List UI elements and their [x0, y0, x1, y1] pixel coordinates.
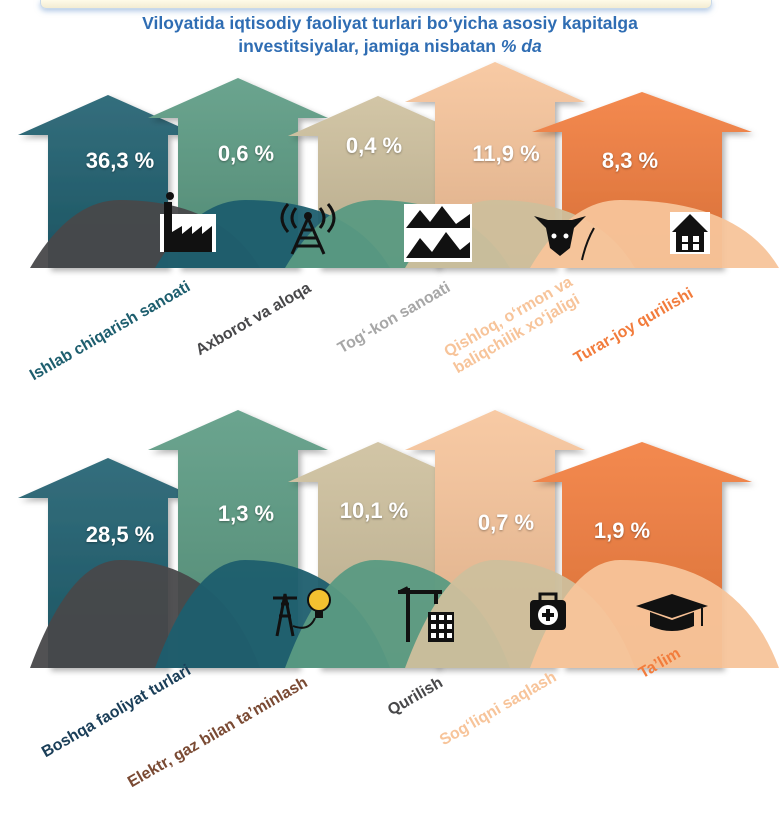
ground-hill — [530, 200, 779, 268]
data-label: 0,7 % — [477, 510, 535, 535]
first-aid-kit-icon — [530, 592, 566, 630]
cow-wheat-icon — [534, 216, 595, 261]
radio-tower-icon — [280, 203, 336, 255]
data-label: 11,9 % — [472, 141, 540, 166]
top-banner — [40, 0, 712, 9]
title-line-2-text: investitsiyalar, jamiga nisbatan — [238, 36, 501, 56]
title-line-1: Viloyatida iqtisodiy faoliyat turlari bo… — [142, 13, 638, 33]
factory-icon — [160, 192, 216, 252]
data-label: 10,1 % — [339, 498, 409, 523]
chart-title: Viloyatida iqtisodiy faoliyat turlari bo… — [60, 12, 720, 58]
title-line-2: investitsiyalar, jamiga nisbatan % da — [60, 35, 720, 58]
crane-building-icon — [398, 586, 454, 642]
mountains-icon — [404, 204, 472, 262]
data-label: 0,6 % — [217, 141, 275, 166]
data-label: 1,3 % — [217, 501, 275, 526]
graduation-cap-icon — [636, 594, 708, 631]
data-label: 1,9 % — [593, 518, 651, 543]
data-label: 0,4 % — [345, 133, 403, 158]
data-label: 36,3 % — [85, 148, 155, 173]
data-label: 28,5 % — [85, 522, 155, 547]
power-bulb-icon — [273, 588, 331, 637]
data-label: 8,3 % — [601, 148, 659, 173]
house-icon — [670, 212, 710, 254]
title-unit: % da — [500, 36, 542, 56]
